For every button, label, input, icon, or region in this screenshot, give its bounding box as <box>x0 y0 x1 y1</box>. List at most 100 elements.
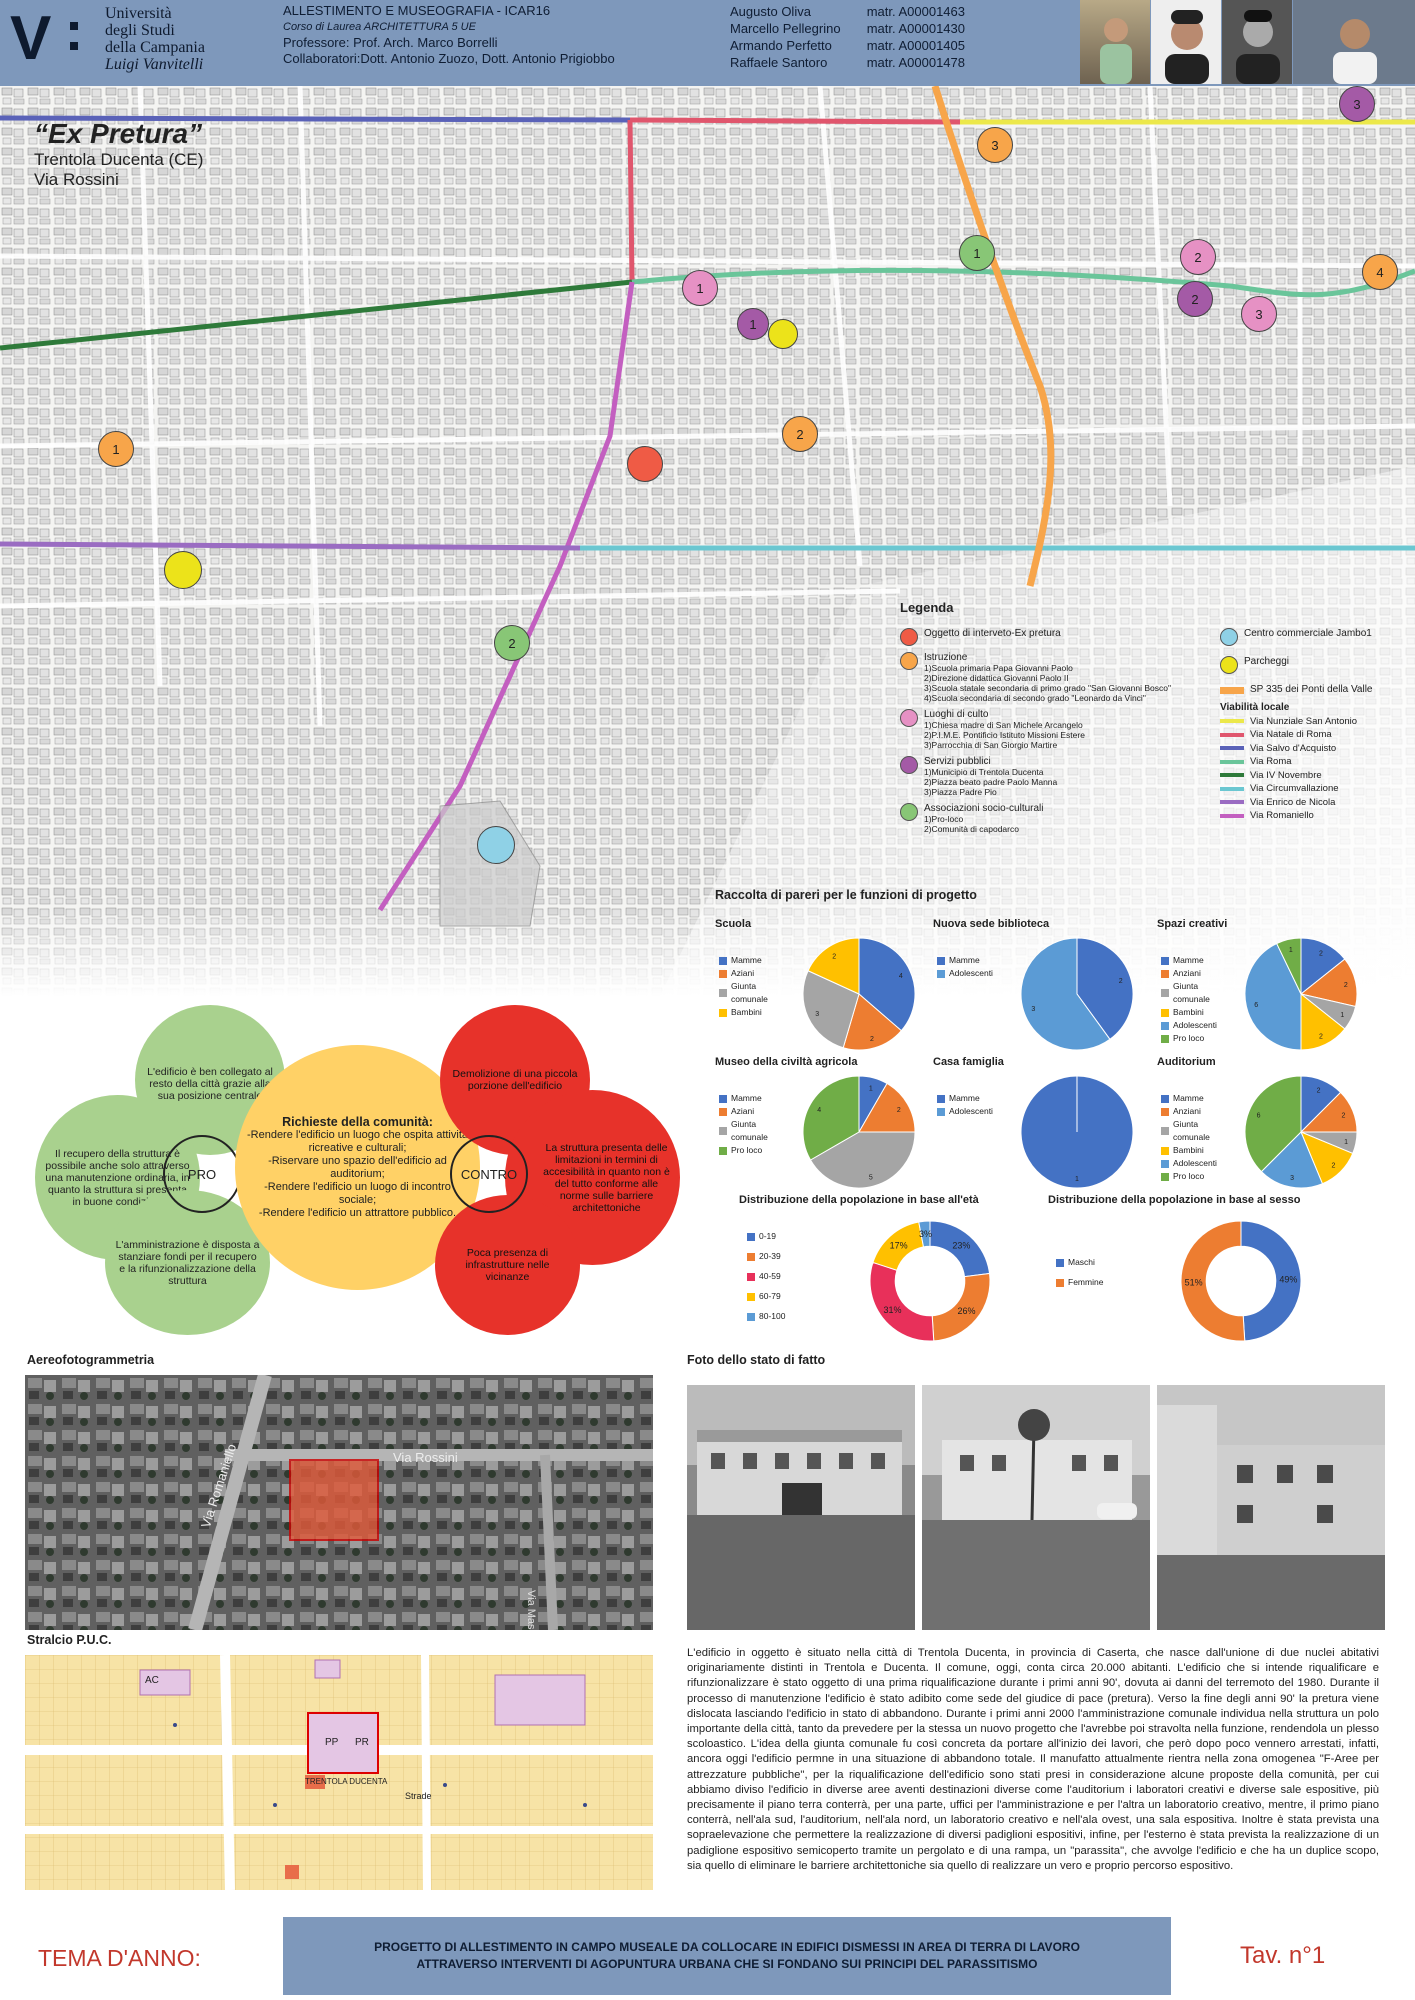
pie-label: 31% <box>884 1305 902 1315</box>
legend-title: Legenda <box>900 600 954 615</box>
pie-label: 3 <box>1290 1175 1294 1182</box>
pie-label: 2 <box>832 953 836 960</box>
pro-contro-diagram: L'edificio è ben collegato al resto dell… <box>35 1005 685 1335</box>
aerial-title: Aereofotogrammetria <box>27 1353 155 1367</box>
site-street: Via Rossini <box>34 170 119 189</box>
legend-road: Via Enrico de Nicola <box>1220 796 1390 810</box>
pie-slice <box>802 970 860 1049</box>
course-info: ALLESTIMENTO E MUSEOGRAFIA - ICAR16 Cors… <box>283 3 615 66</box>
survey-pie-chart: Nuova sede biblioteca Mamme Adolescenti 2 3 <box>933 918 1148 1053</box>
logo-dots <box>70 22 78 62</box>
pie-label: 4 <box>817 1107 821 1114</box>
legend-entry: Anziani <box>1161 967 1225 980</box>
puc-label-town: TRENTOLA DUCENTA <box>305 1777 388 1786</box>
pie-label: 26% <box>958 1306 976 1316</box>
legend-road: Via Salvo d'Acquisto <box>1220 742 1390 756</box>
legend-entry: Adolescenti <box>1161 1019 1225 1032</box>
map-marker <box>768 319 798 349</box>
legend-entry: Mamme <box>937 1092 993 1105</box>
survey-pie-chart: Casa famiglia Mamme Adolescenti 1 <box>933 1056 1148 1191</box>
student-photo <box>1151 0 1221 84</box>
legend-entry: Mamme <box>719 1092 783 1105</box>
pie-slice <box>1299 958 1358 1008</box>
pie-label: 3 <box>815 1011 819 1018</box>
map-marker: 2 <box>1177 281 1213 317</box>
pie-label: 1 <box>1344 1139 1348 1146</box>
map-marker: 3 <box>1339 86 1375 122</box>
map-marker: 3 <box>1241 296 1277 332</box>
student-row: Marcello Pellegrino matr. A00001430 <box>730 21 965 36</box>
legend-entry: Pro loco <box>719 1144 783 1157</box>
map-marker: 2 <box>1180 239 1216 275</box>
legend-entry: Bambini <box>1161 1006 1225 1019</box>
footer-table-number: Tav. n°1 <box>1240 1942 1326 1969</box>
legend-entry: Giunta comunale <box>1161 1118 1225 1144</box>
aerial-photo: Via Rossini Via Romaniello Via Masese <box>25 1375 653 1630</box>
site-map <box>0 86 1415 996</box>
pie-label: 2 <box>1344 982 1348 989</box>
student-row: Armando Perfetto matr. A00001405 <box>730 38 965 53</box>
site-title: “Ex Pretura” Trentola Ducenta (CE) Via R… <box>34 118 203 190</box>
pie-label: 5 <box>869 1174 873 1181</box>
map-marker: 1 <box>737 308 769 340</box>
legend-entry: Femmine <box>1056 1276 1103 1289</box>
map-marker: 4 <box>1362 254 1398 290</box>
legend-road: Via Circumvallazione <box>1220 782 1390 796</box>
survey-pie-chart: Spazi creativi Mamme Anziani Giunta comunal… <box>1157 918 1372 1053</box>
student-photo <box>1293 0 1415 84</box>
legend-road: Via Roma <box>1220 755 1390 769</box>
pie-slice <box>807 937 860 995</box>
pie-slice <box>802 1075 860 1161</box>
puc-map: AC PP PR TRENTOLA DUCENTA Strade <box>25 1655 653 1890</box>
legend-entry: Mamme <box>937 954 993 967</box>
map-marker <box>164 551 202 589</box>
survey-title: Raccolta di pareri per le funzioni di pr… <box>715 888 977 902</box>
footer-theme: PROGETTO DI ALLESTIMENTO IN CAMPO MUSEAL… <box>283 1917 1171 1995</box>
aerial-street-rossini: Via Rossini <box>393 1450 458 1465</box>
legend-entry: Pro loco <box>1161 1170 1225 1183</box>
pie-label: 51% <box>1185 1277 1203 1287</box>
map-marker: 1 <box>682 270 718 306</box>
puc-label-pp: PP <box>325 1737 339 1748</box>
pie-slice <box>1300 937 1346 996</box>
legend-entry: Aziani <box>719 967 783 980</box>
map-marker: 2 <box>782 416 818 452</box>
legend-item: SP 335 dei Ponti della Valle <box>1220 684 1390 695</box>
legend-road: Via IV Novembre <box>1220 769 1390 783</box>
pie-slice <box>1180 1220 1246 1342</box>
pie-label: 1 <box>1075 1176 1079 1183</box>
student-photo <box>1222 0 1292 84</box>
legend-road: Via Natale di Roma <box>1220 728 1390 742</box>
contro-petal-3: Poca presenza di infrastrutture nelle vi… <box>435 1195 580 1335</box>
legend-entry: Mamme <box>1161 1092 1225 1105</box>
pie-slice <box>858 937 916 1032</box>
student-row: Augusto Oliva matr. A00001463 <box>730 4 965 19</box>
pro-label: PRO <box>163 1135 241 1213</box>
legend-item: Associazioni socio-culturali 1)Pro-loco 2)… <box>900 803 1210 834</box>
legend-entry: Anziani <box>1161 1105 1225 1118</box>
legend-left: Oggetto di interveto-Ex pretura Istruzion… <box>900 628 1210 840</box>
legend-right: Centro commerciale Jambo1 Parcheggi SP 3… <box>1220 628 1390 823</box>
legend-entry: Adolescenti <box>1161 1157 1225 1170</box>
pie-label: 3% <box>919 1229 932 1239</box>
map-marker: 1 <box>98 431 134 467</box>
pie-slice <box>1020 937 1111 1051</box>
legend-entry: Giunta comunale <box>1161 980 1225 1006</box>
age-chart: Distribuzione della popolazione in base … <box>739 1194 1039 1344</box>
university-name: Università degli Studi della Campania Lu… <box>105 5 205 73</box>
sex-chart: Distribuzione della popolazione in base … <box>1048 1194 1348 1344</box>
legend-item: Istruzione 1)Scuola primaria Papa Giovann… <box>900 652 1210 703</box>
building-photo-1 <box>687 1385 915 1630</box>
pie-slice <box>918 1220 931 1248</box>
center-requests: Richieste della comunità: -Rendere l'edi… <box>235 1045 480 1290</box>
legend-entry: Adolescenti <box>937 967 993 980</box>
survey-pie-chart: Scuola Mamme Aziani Giunta comunale Bambini 4… <box>715 918 930 1053</box>
header-bar: V Università degli Studi della Campania … <box>0 0 1415 86</box>
pie-slice <box>869 1261 935 1342</box>
pie-label: 2 <box>1332 1162 1336 1169</box>
pie-label: 2 <box>870 1036 874 1043</box>
photos-title: Foto dello stato di fatto <box>687 1353 826 1367</box>
university-logo-letter: V <box>10 4 52 73</box>
building-photo-3 <box>1157 1385 1385 1630</box>
pie-slice <box>1300 992 1346 1051</box>
